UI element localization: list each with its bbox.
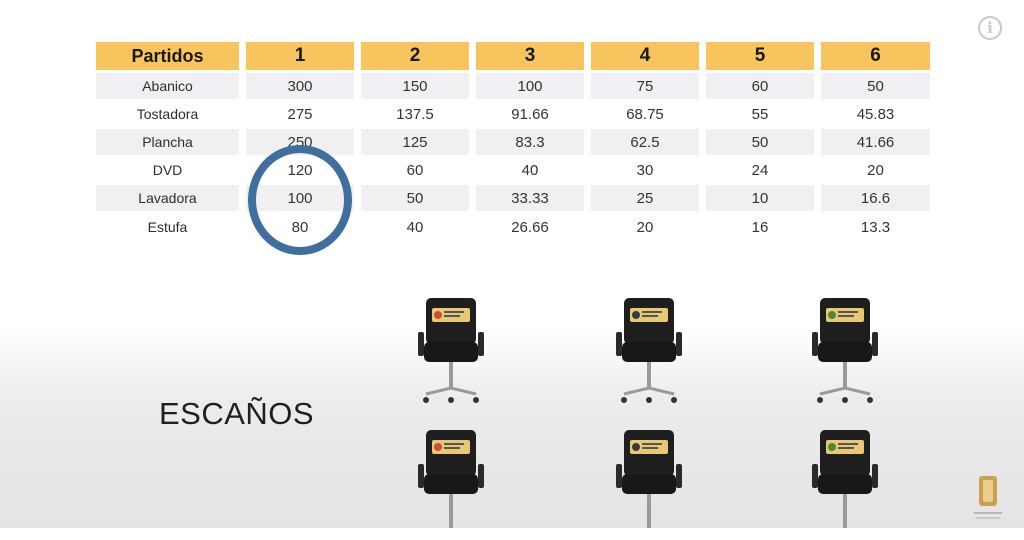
table-cell: 16 <box>751 218 769 236</box>
party-name: Abanico <box>96 73 239 99</box>
party-name: DVD <box>152 162 183 178</box>
party-name: Tostadora <box>136 106 199 122</box>
header-cell-partidos: Partidos <box>96 42 239 70</box>
table-cell: 40 <box>521 161 539 179</box>
chair-icon <box>810 296 880 408</box>
table-cell: 91.66 <box>511 105 549 123</box>
party-name: Plancha <box>96 129 239 155</box>
table-cell: 24 <box>751 161 769 179</box>
table-row: Abanico 300 150 100 75 60 50 <box>96 73 930 99</box>
table-row: Tostadora 275 137.5 91.66 68.75 55 45.83 <box>96 101 930 127</box>
chair-icon <box>810 428 880 540</box>
chair-icon <box>614 428 684 540</box>
table-cell: 83.3 <box>476 129 584 155</box>
header-cell-3: 3 <box>476 42 584 70</box>
header-cell-4: 4 <box>591 42 699 70</box>
table-cell: 50 <box>361 185 469 211</box>
chair-icon <box>416 428 486 540</box>
table-cell: 40 <box>406 218 424 236</box>
info-icon[interactable]: i <box>978 16 1002 40</box>
table-cell: 41.66 <box>821 129 930 155</box>
table-row: Lavadora 100 50 33.33 25 10 16.6 <box>96 185 930 211</box>
table-cell: 50 <box>706 129 814 155</box>
table-cell: 10 <box>706 185 814 211</box>
table-cell: 75 <box>591 73 699 99</box>
table-row: DVD 120 60 40 30 24 20 <box>96 157 930 183</box>
table-cell: 100 <box>476 73 584 99</box>
party-name: Estufa <box>147 219 188 235</box>
institution-logo-icon <box>970 474 1006 526</box>
highlight-circle <box>248 145 352 255</box>
table-cell: 16.6 <box>821 185 930 211</box>
table-cell: 150 <box>361 73 469 99</box>
header-cell-2: 2 <box>361 42 469 70</box>
table-cell: 30 <box>636 161 654 179</box>
table-cell: 13.3 <box>860 218 891 236</box>
chair-icon <box>614 296 684 408</box>
header-cell-5: 5 <box>706 42 814 70</box>
results-table: Partidos 1 2 3 4 5 6 Abanico 300 150 100… <box>96 42 930 242</box>
table-cell: 55 <box>751 105 769 123</box>
table-header: Partidos 1 2 3 4 5 6 <box>96 42 930 70</box>
chair-icon <box>416 296 486 408</box>
table-cell: 60 <box>406 161 424 179</box>
table-cell: 25 <box>591 185 699 211</box>
table-cell: 137.5 <box>396 105 434 123</box>
table-row: Estufa 80 40 26.66 20 16 13.3 <box>96 213 930 241</box>
table-cell: 20 <box>867 161 884 179</box>
table-cell: 62.5 <box>591 129 699 155</box>
table-cell: 68.75 <box>626 105 664 123</box>
table-cell: 50 <box>821 73 930 99</box>
table-cell: 20 <box>636 218 654 236</box>
table-cell: 60 <box>706 73 814 99</box>
table-cell: 33.33 <box>476 185 584 211</box>
table-cell: 45.83 <box>856 105 895 123</box>
table-cell: 275 <box>287 105 313 123</box>
header-cell-1: 1 <box>246 42 354 70</box>
party-name: Lavadora <box>96 185 239 211</box>
table-cell: 125 <box>361 129 469 155</box>
seats-label: ESCAÑOS <box>159 396 315 431</box>
table-cell: 26.66 <box>511 218 549 236</box>
table-row: Plancha 250 125 83.3 62.5 50 41.66 <box>96 129 930 155</box>
header-cell-6: 6 <box>821 42 930 70</box>
table-cell: 300 <box>246 73 354 99</box>
